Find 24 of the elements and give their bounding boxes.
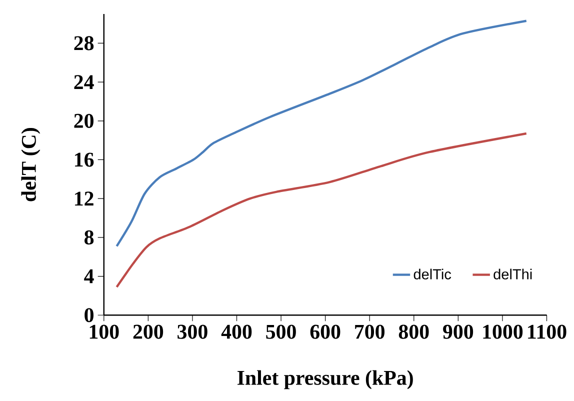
y-tick-label: 4 bbox=[84, 269, 94, 284]
x-axis-title: Inlet pressure (kPa) bbox=[238, 370, 413, 390]
x-tick-label: 900 bbox=[443, 324, 474, 339]
x-tick-label: 300 bbox=[178, 324, 208, 339]
y-tick-label: 12 bbox=[75, 192, 94, 206]
x-tick-label: 400 bbox=[221, 324, 252, 339]
x-tick-label: 100 bbox=[90, 324, 119, 339]
y-tick-label: 20 bbox=[74, 114, 94, 128]
legend-label: delThi bbox=[494, 268, 532, 280]
y-axis-title: delT (C) bbox=[21, 128, 40, 202]
x-tick-label: 800 bbox=[398, 324, 429, 339]
x-tick-label: 600 bbox=[310, 324, 340, 339]
x-tick-label: 200 bbox=[133, 324, 164, 339]
line-series bbox=[116, 20, 528, 248]
y-tick-label: 8 bbox=[84, 230, 94, 244]
y-tick-label: 0 bbox=[84, 308, 94, 322]
y-tick-label: 28 bbox=[74, 36, 94, 50]
y-tick-label: 16 bbox=[75, 152, 94, 167]
legend-label: delTic bbox=[414, 268, 452, 280]
y-tick-label: 24 bbox=[74, 75, 94, 89]
x-tick-label: 1000 bbox=[483, 324, 523, 339]
x-tick-label: 700 bbox=[355, 324, 384, 339]
x-tick-label: 1100 bbox=[528, 324, 566, 339]
x-tick-label: 500 bbox=[266, 324, 296, 339]
